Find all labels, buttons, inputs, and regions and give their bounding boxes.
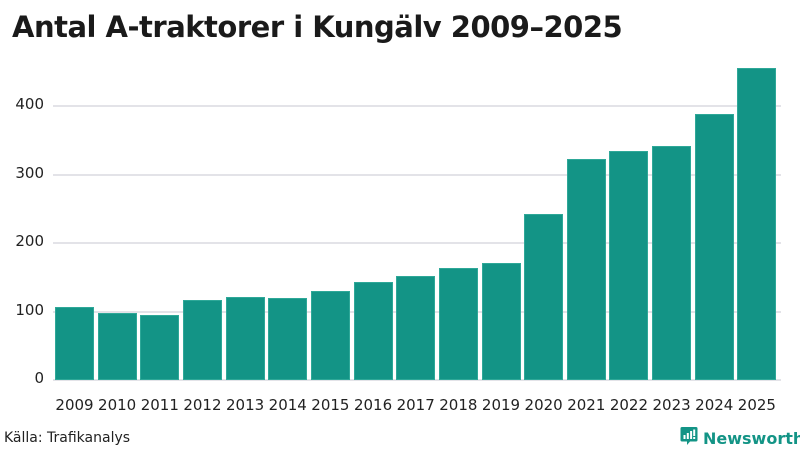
plot-area	[53, 60, 781, 381]
brand-name: Newsworthy	[703, 428, 800, 448]
x-tick-label: 2024	[695, 396, 734, 414]
x-tick-label: 2016	[353, 396, 393, 414]
bar-2023	[652, 146, 692, 380]
y-tick-label: 100	[15, 300, 44, 319]
y-tick-label: 200	[15, 232, 44, 250]
x-tick-label: 2015	[311, 396, 350, 414]
bar-2014	[268, 297, 308, 380]
x-tick-label: 2022	[609, 396, 649, 414]
y-tick-label: 0	[34, 369, 44, 387]
x-tick-label: 2012	[183, 396, 222, 414]
bar-2024	[694, 113, 734, 380]
bar-2013	[225, 297, 265, 380]
x-tick-label: 2009	[55, 396, 94, 414]
bar-2010	[97, 312, 137, 380]
gridline	[53, 173, 781, 176]
bar-2009	[55, 307, 94, 380]
x-tick-label: 2014	[268, 396, 307, 414]
gridline	[53, 242, 781, 244]
source-note: Källa: Trafikanalys	[4, 430, 131, 446]
y-tick-label: 300	[15, 163, 44, 182]
bar-2015	[310, 290, 350, 380]
bar-2022	[609, 150, 649, 380]
bar-2019	[481, 262, 521, 380]
x-tick-label: 2010	[98, 396, 137, 414]
bar-2012	[182, 299, 222, 380]
x-tick-label: 2021	[567, 396, 606, 414]
bar-2020	[524, 214, 564, 380]
x-tick-label: 2020	[524, 396, 563, 414]
bar-2017	[396, 275, 436, 380]
x-tick-label: 2017	[396, 396, 435, 414]
bar-2011	[140, 314, 180, 380]
x-tick-label: 2013	[226, 396, 265, 414]
x-tick-label: 2025	[737, 396, 776, 414]
bar-2018	[438, 268, 478, 380]
x-tick-label: 2019	[481, 396, 521, 414]
brand-logo: Newsworthy	[680, 426, 800, 450]
y-tick-label: 400	[15, 95, 44, 113]
x-tick-label: 2018	[439, 396, 478, 414]
newsworthy-logo-icon	[680, 426, 698, 450]
bar-2025	[737, 68, 777, 380]
chart-title: Antal A-traktorer i Kungälv 2009–2025	[12, 10, 623, 44]
gridline	[53, 379, 781, 381]
bar-2016	[353, 282, 393, 380]
bar-2021	[566, 159, 606, 380]
x-tick-label: 2011	[140, 396, 179, 414]
x-tick-label: 2023	[652, 396, 691, 414]
gridline	[53, 105, 781, 107]
